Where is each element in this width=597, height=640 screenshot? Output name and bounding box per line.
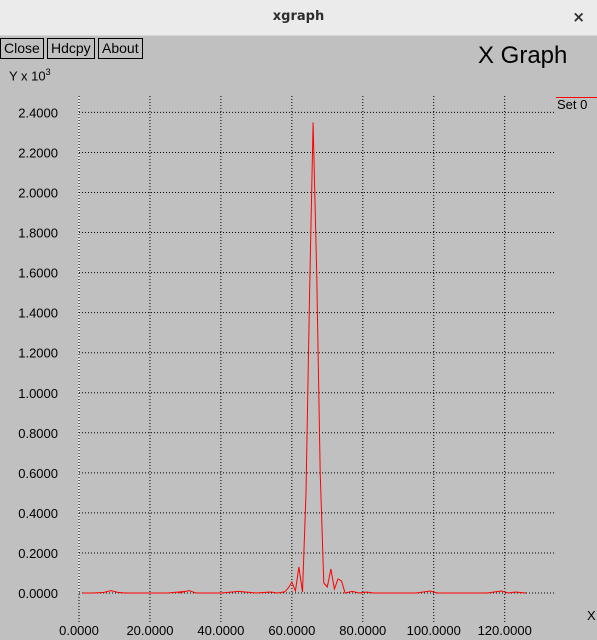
graph-title: X Graph <box>478 42 568 69</box>
y-tick-label: 0.8000 <box>18 426 58 441</box>
about-button[interactable]: About <box>98 38 143 59</box>
y-tick-label: 0.0000 <box>18 586 58 601</box>
y-tick-label: 1.6000 <box>18 266 58 281</box>
y-axis-label-exponent: 3 <box>45 67 51 77</box>
series-line-set-0 <box>82 122 527 594</box>
y-tick-label: 2.4000 <box>18 105 58 120</box>
y-tick-label: 0.4000 <box>18 506 58 521</box>
window-title: xgraph <box>272 9 325 24</box>
title-bar: xgraph × <box>0 0 597 36</box>
close-button[interactable]: Close <box>0 38 44 59</box>
hdcpy-button[interactable]: Hdcpy <box>47 38 95 59</box>
y-axis-label: Y x 103 <box>9 67 51 83</box>
x-tick-label: 80.0000 <box>339 623 386 638</box>
y-tick-label: 2.2000 <box>18 145 58 160</box>
window-close-button[interactable]: × <box>572 8 585 26</box>
x-tick-label: 0.0000 <box>59 623 99 638</box>
legend-line-set-0 <box>556 97 597 98</box>
x-tick-label: 40.0000 <box>197 623 244 638</box>
legend-label-set-0: Set 0 <box>557 97 588 112</box>
x-tick-label: 100.0000 <box>407 623 461 638</box>
y-tick-label: 1.0000 <box>18 386 58 401</box>
x-tick-label: 120.0000 <box>478 623 532 638</box>
y-tick-label: 1.2000 <box>18 346 58 361</box>
y-tick-label: 1.8000 <box>18 226 58 241</box>
y-tick-label: 2.0000 <box>18 186 58 201</box>
y-tick-label: 1.4000 <box>18 306 58 321</box>
y-tick-label: 0.2000 <box>18 546 58 561</box>
x-axis-label: X <box>587 608 596 623</box>
x-tick-label: 60.0000 <box>268 623 315 638</box>
y-tick-label: 0.6000 <box>18 466 58 481</box>
x-tick-label: 20.0000 <box>126 623 173 638</box>
y-axis-label-prefix: Y x 10 <box>9 68 46 84</box>
